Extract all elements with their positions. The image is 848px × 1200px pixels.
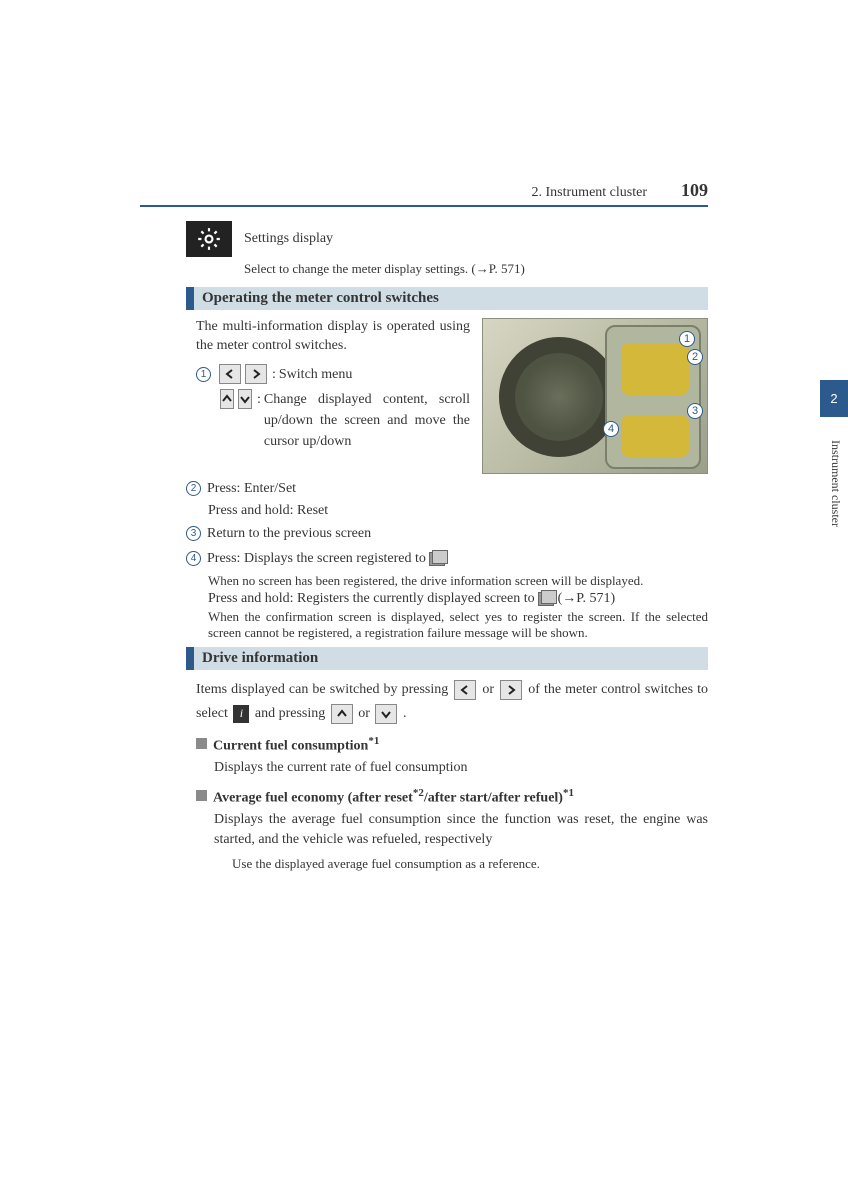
down-arrow-icon-2	[375, 704, 397, 724]
photo-callout-1: 1	[679, 331, 695, 347]
item2b: Press and hold: Reset	[208, 503, 708, 519]
side-label: Instrument cluster	[828, 440, 843, 527]
scroll-label: Change displayed content, scroll up/down…	[264, 389, 470, 452]
item3: Return to the previous screen	[207, 523, 371, 544]
operating-intro: The multi-information display is operate…	[196, 318, 470, 356]
down-arrow-icon	[238, 389, 252, 409]
up-arrow-icon-2	[331, 704, 353, 724]
right-arrow-icon	[245, 364, 267, 384]
drive-intro: Items displayed can be switched by press…	[196, 678, 708, 726]
photo-callout-3: 3	[687, 403, 703, 419]
left-arrow-icon-2	[454, 680, 476, 700]
settings-title: Settings display	[244, 231, 333, 247]
sub2-desc: Displays the average fuel consumption si…	[214, 810, 708, 849]
callout-1: 1	[196, 367, 211, 382]
sub1-heading: Current fuel consumption*1	[196, 732, 708, 758]
left-arrow-icon	[219, 364, 241, 384]
square-bullet-icon	[196, 738, 207, 749]
sub1-desc: Displays the current rate of fuel consum…	[214, 758, 708, 778]
photo-callout-4: 4	[603, 421, 619, 437]
side-tab: 2	[820, 380, 848, 417]
info-icon: i	[233, 705, 249, 723]
up-arrow-icon	[220, 389, 234, 409]
callout-4: 4	[186, 551, 201, 566]
page-header: 2. Instrument cluster 109	[140, 180, 708, 207]
item2a: Press: Enter/Set	[207, 478, 296, 499]
steering-wheel-photo: 1 2 3 4	[482, 318, 708, 474]
callout-3: 3	[186, 526, 201, 541]
screen-icon-2	[538, 592, 554, 606]
sub2-heading: Average fuel economy (after reset*2/afte…	[196, 784, 708, 810]
callout-2: 2	[186, 481, 201, 496]
sub2-ref: Use the displayed average fuel consumpti…	[232, 853, 708, 875]
header-section: 2. Instrument cluster	[532, 185, 647, 201]
screen-icon	[429, 552, 445, 566]
item4-note2: When the confirmation screen is displaye…	[208, 609, 708, 641]
section-heading-drive: Drive information	[186, 647, 708, 670]
photo-callout-2: 2	[687, 349, 703, 365]
switch-menu-label: Switch menu	[279, 364, 353, 385]
right-arrow-icon-2	[500, 680, 522, 700]
gear-icon	[186, 221, 232, 257]
settings-description: Select to change the meter display setti…	[244, 261, 708, 277]
square-bullet-icon-2	[196, 790, 207, 801]
item4a: Press: Displays the screen registered to	[207, 548, 445, 569]
side-tab-number: 2	[830, 391, 837, 406]
section-heading-operating: Operating the meter control switches	[186, 287, 708, 310]
page-number: 109	[681, 180, 708, 201]
item4b: Press and hold: Registers the currently …	[208, 591, 708, 607]
item4-note1: When no screen has been registered, the …	[208, 573, 708, 589]
